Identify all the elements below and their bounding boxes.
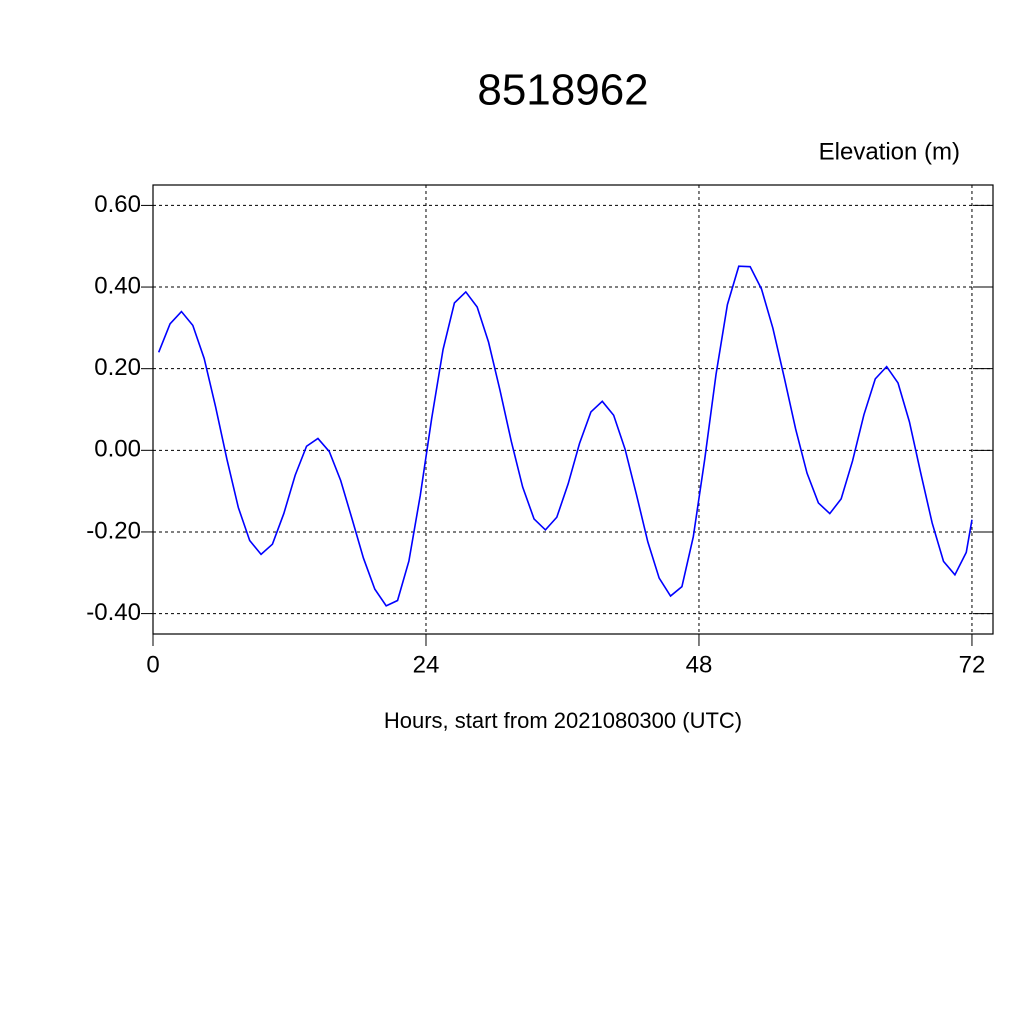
y-tick-label: -0.20 [86, 517, 141, 544]
x-tick-label: 48 [686, 651, 713, 678]
x-tick-label: 24 [413, 651, 440, 678]
y-tick-label: 0.00 [94, 436, 141, 463]
data-line [157, 265, 973, 607]
y-tick-label: 0.20 [94, 354, 141, 381]
chart-title: 8518962 [477, 66, 648, 115]
y-tick-label: 0.60 [94, 191, 141, 218]
x-tick-label: 0 [146, 651, 159, 678]
y-tick-label: -0.40 [86, 599, 141, 626]
y-axis-label: Elevation (m) [819, 138, 960, 165]
x-tick-label: 72 [959, 651, 986, 678]
plot-frame [152, 184, 994, 635]
x-axis-label: Hours, start from 2021080300 (UTC) [384, 708, 742, 733]
y-tick-label: 0.40 [94, 272, 141, 299]
